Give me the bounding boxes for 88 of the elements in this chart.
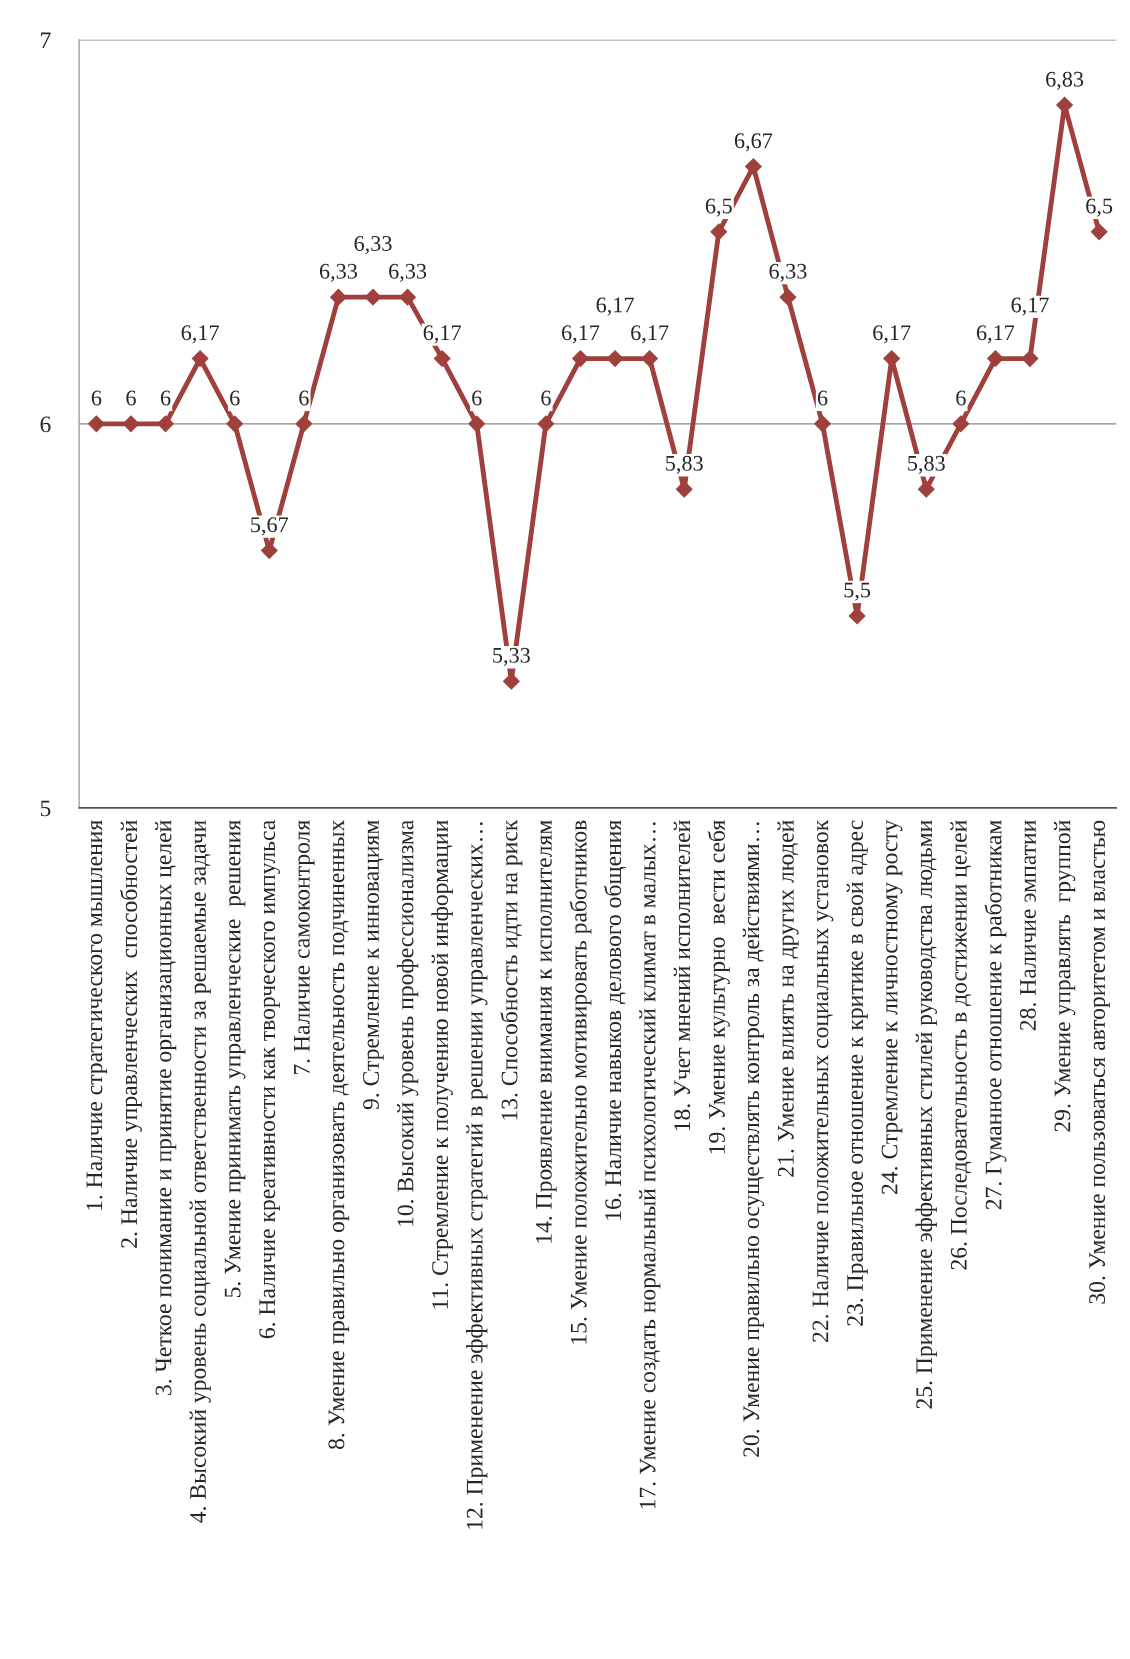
- data-label: 6,17: [976, 325, 1015, 344]
- x-tick-label: 3. Четкое понимание и принятие организационных целей: [155, 820, 177, 1395]
- data-label: 6,5: [705, 198, 732, 217]
- x-tick-label: 18. Учет мнений исполнителей: [673, 820, 691, 1131]
- data-label: 5,33: [493, 647, 530, 666]
- data-label: 5,67: [251, 517, 289, 536]
- point: [952, 415, 970, 433]
- point: [744, 158, 762, 175]
- x-tick-label: 27. Гуманное отношение к работникам: [984, 820, 1007, 1210]
- x-tick-label: 19. Умение культурно вести себя: [707, 820, 730, 1154]
- x-tick-label: 6. Наличие креативности как творческого импульса: [259, 820, 280, 1339]
- data-label: 6,67: [734, 133, 773, 152]
- data-label: 6: [126, 390, 136, 406]
- data-label: 6,83: [1046, 71, 1084, 90]
- data-label: 6,5: [1086, 198, 1113, 217]
- x-tick-label: 11. Стремление к получению новой информации: [431, 820, 453, 1309]
- y-tick-label: 7: [41, 32, 51, 49]
- data-label: 5,83: [908, 455, 945, 474]
- data-label: 6,17: [423, 325, 461, 344]
- point: [779, 288, 797, 306]
- point: [433, 350, 451, 367]
- y-tick-label: 6: [40, 416, 51, 433]
- data-label: 6,17: [596, 297, 634, 316]
- point: [883, 350, 901, 367]
- data-label: 6: [956, 390, 966, 406]
- point: [572, 350, 589, 367]
- point: [710, 223, 728, 241]
- x-tick-label: 8. Умение правильно организовать деятельность подчиненных: [328, 820, 350, 1450]
- data-label: 6: [299, 390, 309, 406]
- x-tick-label: 16. Наличие навыков делового общения: [604, 820, 626, 1220]
- data-label: 6: [91, 390, 102, 406]
- point: [364, 288, 382, 306]
- x-tick-label: 13. Способность идти на риск: [500, 819, 523, 1120]
- data-label: 6: [817, 390, 828, 406]
- x-tick-label: 28. Наличие эмпатии: [1019, 820, 1037, 1031]
- x-tick-label: 24. Стремление к личностному росту: [881, 819, 903, 1194]
- data-label: 5,83: [666, 455, 703, 474]
- data-label: 5,5: [844, 582, 871, 601]
- point: [987, 350, 1004, 367]
- point: [537, 415, 555, 433]
- x-tick-label: 2. Наличие управленческих способностей: [119, 820, 142, 1248]
- point: [88, 415, 105, 433]
- data-label: 6: [541, 390, 551, 406]
- x-tick-label: 20. Умение правильно осуществлять контроль за действиями…: [742, 822, 765, 1457]
- point: [814, 415, 831, 433]
- x-tick-label: 5. Умение принимать управленческие решения: [224, 820, 246, 1298]
- data-label: 6,17: [561, 325, 600, 344]
- x-tick-label: 9. Стремление к инновациям: [363, 820, 384, 1110]
- point: [122, 415, 140, 433]
- point: [226, 415, 244, 433]
- data-label: 6: [160, 390, 171, 406]
- point: [641, 350, 659, 367]
- x-tick-label: 22. Наличие положительных социальных установок: [812, 819, 834, 1342]
- x-tick-label: 23. Правильное отношение к критике в свой адрес: [846, 820, 868, 1326]
- data-label: 6,17: [873, 325, 911, 344]
- x-tick-label: 30. Умение пользоваться авторитетом и властью: [1089, 820, 1110, 1304]
- x-tick-label: 1. Наличие стратегического мышления: [86, 820, 108, 1210]
- data-label: 6,33: [769, 263, 807, 282]
- x-tick-label: 17. Умение создать нормальный психологический климат в малых…: [639, 822, 661, 1509]
- point: [917, 480, 935, 498]
- data-label: 6: [472, 390, 482, 406]
- data-label: 6,33: [389, 263, 427, 282]
- data-label: 6,33: [319, 263, 358, 282]
- point: [330, 288, 347, 306]
- x-tick-label: 12. Применение эффективных стратегий в решении управленческих…: [466, 822, 488, 1529]
- x-tick-label: 21. Умение влиять на других людей: [777, 820, 799, 1177]
- data-label: 6: [230, 390, 240, 406]
- y-tick-label: 5: [40, 800, 51, 817]
- data-label: 6,33: [354, 236, 392, 255]
- x-tick-label: 26. Последовательность в достижении целей: [950, 820, 972, 1270]
- point: [606, 350, 624, 367]
- point: [468, 415, 486, 433]
- x-tick-label: 29. Умение управлять группой: [1054, 820, 1076, 1132]
- x-tick-label: 7. Наличие самоконтроля: [294, 820, 315, 1075]
- data-label: 6,17: [631, 325, 669, 344]
- data-label: 6,17: [1011, 297, 1049, 316]
- point: [399, 288, 416, 306]
- point: [157, 415, 174, 433]
- x-tick-label: 14. Проявление внимания к исполнителям: [535, 820, 557, 1243]
- x-tick-label: 15. Умение положительно мотивировать работников: [569, 820, 592, 1344]
- point: [1021, 350, 1039, 367]
- x-tick-label: 4. Высокий уровень социальной ответственности за решаемые задачи: [189, 820, 211, 1523]
- point: [295, 415, 313, 433]
- data-label: 6,17: [181, 325, 219, 344]
- x-tick-label: 25. Применение эффективных стилей руководства людьми: [915, 820, 937, 1409]
- point: [191, 350, 209, 367]
- point: [1090, 223, 1108, 241]
- x-tick-label: 10. Высокий уровень профессионализма: [396, 820, 419, 1226]
